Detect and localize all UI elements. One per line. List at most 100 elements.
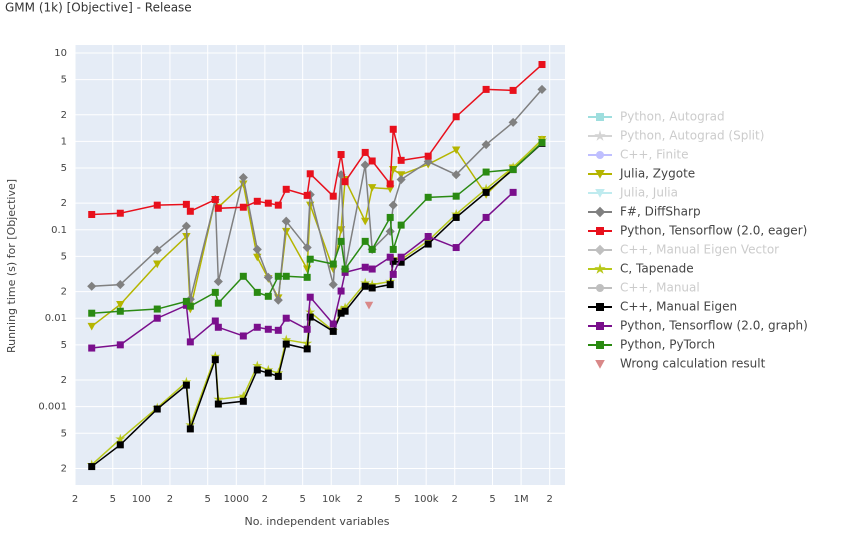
x-tick-label: 1M — [514, 494, 529, 505]
marker — [186, 302, 194, 310]
marker — [253, 288, 261, 296]
marker — [361, 148, 369, 156]
marker — [239, 180, 248, 189]
legend-label: C++, Manual Eigen — [620, 300, 737, 314]
marker — [388, 200, 398, 210]
marker — [451, 170, 461, 180]
marker — [264, 369, 272, 377]
chart-title: GMM (1k) [Objective] - Release — [5, 1, 192, 15]
marker — [482, 213, 490, 221]
legend-item: Python, Tensorflow (2.0, graph) — [588, 319, 808, 333]
marker — [153, 201, 161, 209]
marker — [482, 85, 490, 93]
marker — [451, 146, 461, 155]
y-tick-label: 0.1 — [51, 225, 67, 236]
marker — [452, 213, 460, 221]
marker — [263, 272, 273, 282]
marker — [389, 125, 397, 133]
legend-label: Julia, Julia — [619, 186, 678, 200]
marker — [595, 360, 605, 369]
plot-background — [75, 45, 565, 485]
x-tick-label: 2 — [452, 494, 458, 505]
marker — [263, 364, 274, 375]
y-tick-label: 5 — [61, 163, 67, 174]
marker — [340, 302, 351, 312]
x-tick-label: 1000 — [224, 494, 249, 505]
marker — [282, 272, 290, 280]
marker — [153, 405, 161, 413]
marker — [152, 245, 162, 255]
legend-label: C++, Finite — [620, 148, 689, 162]
marker — [88, 344, 96, 352]
legend-label: Python, Tensorflow (2.0, graph) — [620, 319, 808, 333]
marker — [368, 284, 376, 292]
legend-item: Julia, Zygote — [588, 167, 695, 181]
marker — [594, 244, 606, 256]
marker — [306, 170, 314, 178]
marker — [364, 301, 374, 310]
marker — [303, 345, 311, 353]
marker — [329, 260, 337, 268]
marker — [596, 227, 604, 235]
marker — [328, 280, 338, 290]
marker — [186, 207, 194, 215]
marker — [337, 237, 345, 245]
marker — [386, 180, 394, 188]
legend-item: Python, Tensorflow (2.0, eager) — [588, 224, 807, 238]
marker — [264, 199, 272, 207]
x-tick-label: 5 — [489, 494, 495, 505]
marker — [182, 301, 190, 309]
marker — [386, 281, 394, 289]
marker — [87, 322, 96, 331]
marker — [186, 425, 194, 433]
x-tick-label: 5 — [394, 494, 400, 505]
legend-item: C, Tapenade — [588, 262, 694, 276]
marker — [116, 441, 124, 449]
marker — [303, 325, 311, 333]
marker — [281, 216, 291, 226]
marker — [239, 203, 247, 211]
marker — [341, 307, 349, 315]
legend-item: C++, Manual Eigen — [588, 300, 737, 314]
marker — [596, 151, 604, 159]
y-tick-label: 5 — [61, 251, 67, 262]
marker — [153, 305, 161, 313]
marker — [274, 326, 282, 334]
marker — [115, 433, 126, 444]
marker — [537, 84, 547, 94]
marker — [361, 217, 370, 226]
marker — [596, 284, 604, 292]
marker — [116, 341, 124, 349]
y-tick-label: 5 — [61, 340, 67, 351]
marker — [214, 204, 222, 212]
marker — [306, 255, 314, 263]
marker — [116, 209, 124, 217]
marker — [423, 235, 434, 246]
marker — [211, 317, 219, 325]
marker — [116, 300, 125, 309]
x-tick-label: 2 — [357, 494, 363, 505]
marker — [367, 184, 377, 192]
marker — [253, 366, 261, 374]
y-tick-label: 2 — [61, 287, 67, 298]
legend-item: C++, Finite — [588, 148, 689, 162]
marker — [596, 303, 604, 311]
marker — [452, 244, 460, 252]
marker — [368, 245, 376, 253]
x-tick-label: 5 — [299, 494, 305, 505]
marker — [303, 273, 311, 281]
marker — [341, 178, 349, 186]
legend-item: Python, Autograd (Split) — [588, 129, 764, 143]
marker — [596, 341, 604, 349]
marker — [361, 237, 369, 245]
marker — [389, 257, 397, 265]
marker — [214, 323, 222, 331]
marker — [252, 244, 262, 254]
marker — [238, 391, 249, 401]
marker — [214, 400, 222, 408]
marker — [481, 183, 492, 194]
marker — [274, 201, 282, 209]
x-tick-label: 2 — [262, 494, 268, 505]
marker — [368, 265, 376, 273]
